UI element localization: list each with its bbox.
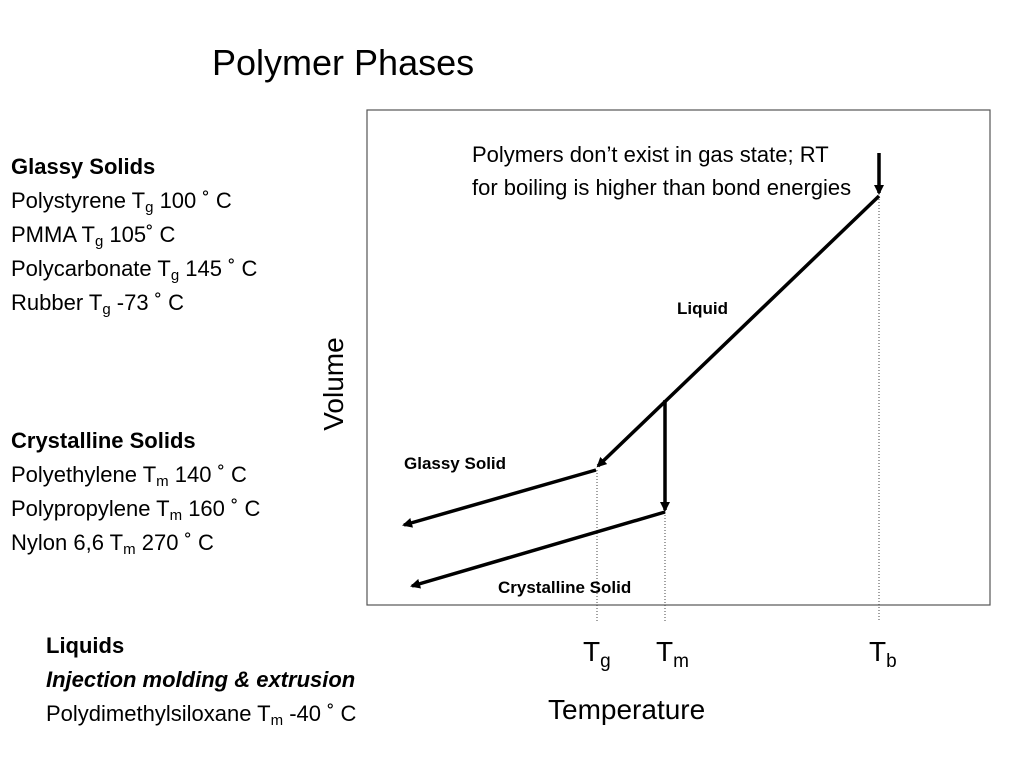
list-item: Rubber Tg -73 ˚ C [11,290,185,318]
list-item: Polystyrene Tg 100 ˚ C [11,188,232,216]
liquid-label: Liquid [677,299,728,318]
glassy-solid-label: Glassy Solid [404,454,507,473]
tick-label-tg: Tg [583,636,611,672]
tick-label-tb: Tb [869,636,897,672]
liquids-heading: Liquids [46,633,125,658]
gas-state-annotation: Polymers don’t exist in gas state; RT fo… [472,142,852,200]
liquid-line [596,194,881,468]
crystalline-solids-list: Crystalline Solids Polyethylene Tm 140 ˚… [11,424,260,560]
crystalline-solid-label: Crystalline Solid [498,578,632,597]
list-item: Polyethylene Tm 140 ˚ C [11,462,247,490]
list-item: PMMA Tg 105˚ C [11,222,176,250]
list-item: Nylon 6,6 Tm 270 ˚ C [11,530,214,558]
crystalline-solid-line [410,510,666,589]
list-item: Polypropylene Tm 160 ˚ C [11,496,261,524]
list-item: Polycarbonate Tg 145 ˚ C [11,256,258,284]
x-axis-label: Temperature [548,694,706,725]
glassy-solids-list: Glassy Solids Polystyrene Tg 100 ˚ C PMM… [11,150,257,320]
glassy-solid-line [402,468,597,528]
crystalline-solids-heading: Crystalline Solids [11,428,196,453]
tick-label-tm: Tm [656,636,689,672]
liquids-list: Liquids Injection molding & extrusion Po… [46,629,356,731]
slide-title: Polymer Phases [212,42,475,83]
list-item: Polydimethylsiloxane Tm -40 ˚ C [46,701,357,729]
plot-frame [366,109,991,606]
liquids-subheading: Injection molding & extrusion [46,667,356,692]
glassy-solids-heading: Glassy Solids [11,154,156,179]
